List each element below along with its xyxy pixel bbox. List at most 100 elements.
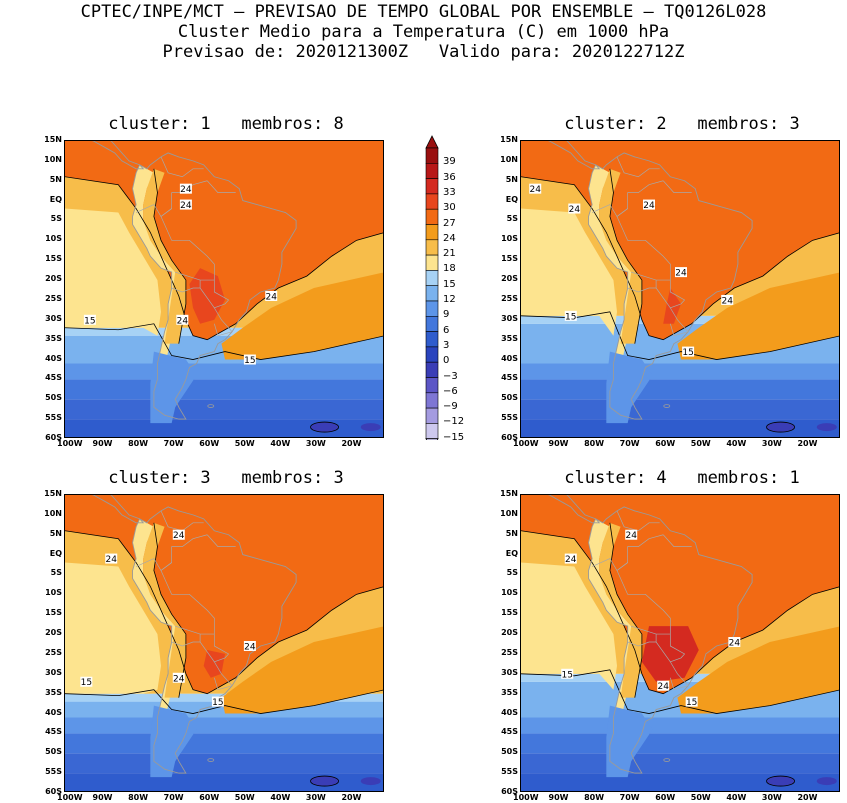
lat-tick-label: 20S [501,274,518,284]
patagonia-cold-region [150,705,197,778]
lat-tick-label: 20S [45,274,62,284]
contour-label-group: 24 [728,637,741,649]
colorbar-swatch [425,224,439,241]
contour-label: 24 [180,185,192,195]
lat-tick-label: 20S [501,628,518,638]
lon-tick-label: 60W [199,793,220,802]
colorbar-level-label: −3 [443,370,458,382]
cold-patch [360,423,381,432]
lat-tick-label: 40S [501,353,518,363]
temperature-band [521,363,839,380]
isotherm-15 [521,669,839,714]
colorbar-swatch [425,300,439,317]
country-border [591,204,628,218]
falkland-islands [663,404,671,408]
lon-tick-label: 70W [619,439,640,448]
lat-tick-label: 45S [501,373,518,383]
main-title: CPTEC/INPE/MCT – PREVISAO DE TEMPO GLOBA… [80,2,767,22]
colorbar-level-label: 12 [443,294,456,305]
lon-tick-label: 40W [726,439,747,448]
lat-tick-label: 5N [505,174,518,184]
lat-tick-label: 10N [500,508,518,518]
colorbar-level-label: 0 [443,355,450,367]
country-border [616,534,671,635]
country-border [627,641,657,647]
contour-label-bg [243,354,256,365]
lat-tick-label: 15S [45,254,62,264]
contour-label: 15 [81,678,92,688]
contour-label: 24 [565,555,577,565]
colorbar-level-label: −6 [443,385,458,397]
contour-label-group: 24 [675,267,687,279]
contour-label: 15 [244,356,255,366]
contour-label-bg [179,183,192,194]
colorbar-level-label: 9 [443,309,450,321]
contour-label-group: 24 [568,203,581,215]
lon-tick-label: 70W [163,439,184,448]
country-border [662,534,692,548]
contour-label: 24 [569,205,581,215]
contour-label: 24 [675,269,687,279]
isotherm-24 [65,176,383,341]
isotherm-24 [65,530,383,695]
lat-tick-label: 45S [45,727,62,737]
cool-pacific-region [65,208,161,336]
lat-tick-label: 30S [45,667,62,677]
cool-pacific-region [65,562,161,694]
lat-tick-label: 10S [501,588,518,598]
lon-tick-label: 90W [548,793,569,802]
contour-label: 15 [84,316,95,326]
colorbar-level-label: 21 [443,248,456,260]
contour-label-group: 24 [179,183,192,195]
lat-tick-label: 40S [501,707,518,717]
colorbar-arrow-bottom [425,438,439,440]
colorbar-swatch [425,423,439,439]
cold-patch [766,775,795,787]
colorbar-level-label: 33 [443,186,456,198]
contour-label-group: 24 [564,553,577,565]
contour-label: 15 [686,698,697,708]
patagonia-cold-region [150,351,197,424]
contour-label: 15 [212,698,223,708]
temperature-band [521,753,839,774]
lon-tick-label: 50W [690,793,711,802]
contour-label-group: 15 [685,696,698,708]
cold-patch [816,423,837,432]
lat-tick-label: 45S [45,373,62,383]
country-border [171,287,201,293]
lat-tick-label: 5S [50,568,62,578]
country-border [160,534,215,635]
temperature-band [65,399,383,420]
lat-tick-label: 25S [501,293,518,303]
contour-label-bg [105,553,118,564]
lon-tick-label: 40W [270,793,291,802]
lat-tick-label: 50S [45,393,62,403]
andes-cool-strip [132,518,179,762]
lon-tick-label: 100W [57,793,83,802]
lat-tick-label: 20S [45,628,62,638]
contour-label: 24 [173,674,185,684]
contour-label-group: 24 [176,314,189,326]
lat-tick-label: 50S [501,747,518,757]
map-panel-4: 24 24 24 24 15 15 [520,494,840,792]
contour-label-bg [568,203,581,214]
contour-label-group: 15 [561,668,574,680]
contour-label-bg [243,640,256,651]
central-america-coastline [547,495,601,524]
colorbar [425,135,439,440]
cool-pacific-region [521,562,617,690]
temperature-band [65,717,383,734]
contour-label-group: 24 [721,294,734,306]
lat-tick-label: EQ [49,548,62,558]
contour-label: 15 [561,670,572,680]
lat-tick-label: EQ [505,194,518,204]
country-border [206,180,236,194]
panel-2-title: cluster: 2 membros: 3 [564,114,800,134]
lon-tick-label: 30W [761,793,782,802]
colorbar-swatch [425,377,439,394]
isotherm-21 [609,522,643,698]
subtitle-dates: Previsao de: 2020121300Z Valido para: 20… [162,42,685,62]
andes-foothill-strip [599,168,642,344]
lat-tick-label: 15N [500,489,518,498]
central-america-coastline [547,141,601,170]
